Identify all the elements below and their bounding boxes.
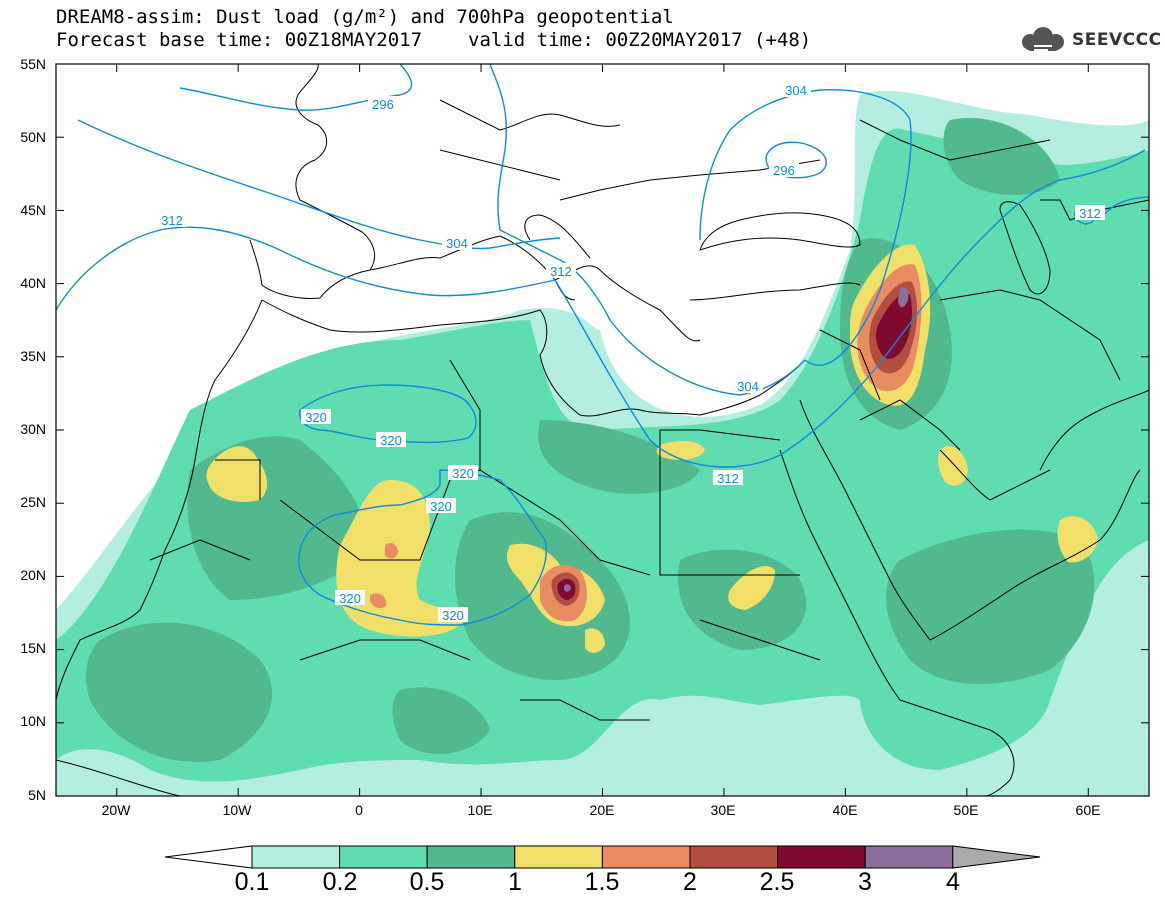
contour-label: 320 <box>452 466 474 481</box>
seevccc-logo: SEEVCCC <box>1016 26 1161 56</box>
lat-label: 35N <box>20 348 46 364</box>
colorbar <box>164 845 1041 869</box>
colorbar-swatch <box>426 845 516 869</box>
colorbar-swatch <box>601 845 691 869</box>
contour-label: 312 <box>717 471 739 486</box>
contour-label: 312 <box>161 213 183 228</box>
lat-label: 5N <box>28 787 46 803</box>
contour-label: 320 <box>305 410 327 425</box>
lon-label: 0 <box>355 802 363 818</box>
base-time: Forecast base time: 00Z18MAY2017 <box>56 29 423 51</box>
contour-label-group: 296 304 296 312 304 312 304 312 312 320 … <box>157 82 1105 623</box>
colorbar-swatch <box>777 845 866 869</box>
colorbar-tick-label: 3 <box>858 868 872 896</box>
lon-label: 60E <box>1076 802 1101 818</box>
map-title: DREAM8-assim: Dust load (g/m²) and 700hP… <box>56 6 674 28</box>
colorbar-tick-label: 4 <box>946 868 960 896</box>
forecast-times: Forecast base time: 00Z18MAY2017 valid ti… <box>56 29 811 51</box>
colorbar-swatch <box>689 845 779 869</box>
lon-label: 50E <box>954 802 979 818</box>
lon-label: 30E <box>711 802 736 818</box>
colorbar-swatch <box>251 845 341 869</box>
lat-label: 30N <box>20 421 46 437</box>
lat-label: 55N <box>20 56 46 72</box>
colorbar-over-triangle <box>952 845 1041 869</box>
contour-label: 296 <box>773 163 795 178</box>
lat-label: 20N <box>20 567 46 583</box>
lon-label: 20W <box>102 802 132 818</box>
dust-field <box>56 64 1149 796</box>
valid-time: valid time: 00Z20MAY2017 (+48) <box>468 29 812 51</box>
colorbar-tick-label: 2.5 <box>759 868 795 896</box>
logo-text: SEEVCCC <box>1072 30 1162 50</box>
colorbar-tick-label: 2 <box>683 868 697 896</box>
colorbar-tick-label: 0.2 <box>322 868 358 896</box>
colorbar-swatch <box>864 845 954 869</box>
contour-label: 312 <box>550 264 572 279</box>
colorbar-tick-label: 0.5 <box>409 868 445 896</box>
colorbar-tick-label: 1.5 <box>584 868 620 896</box>
longitude-axis: 20W 10W 0 10E 20E 30E 40E 50E 60E <box>102 802 1101 818</box>
geopotential-contours <box>56 64 1149 626</box>
lon-label: 20E <box>590 802 615 818</box>
contour-label: 320 <box>430 499 452 514</box>
lon-label: 10W <box>223 802 253 818</box>
cloud-icon <box>1022 27 1064 51</box>
contour-label: 312 <box>1079 206 1101 221</box>
latitude-axis: 55N 50N 45N 40N 35N 30N 25N 20N 15N 10N … <box>20 56 46 803</box>
contour-label: 304 <box>785 83 807 98</box>
contour-label: 296 <box>372 97 394 112</box>
lat-label: 50N <box>20 129 46 145</box>
contour-label: 320 <box>380 433 402 448</box>
colorbar-tick-label: 1 <box>508 868 522 896</box>
lat-label: 25N <box>20 494 46 510</box>
contour-label: 304 <box>446 236 468 251</box>
colorbar-swatch <box>514 845 603 869</box>
colorbar-under-triangle <box>164 845 253 869</box>
lat-label: 10N <box>20 713 46 729</box>
coastlines <box>56 64 1149 796</box>
axis-ticks <box>56 63 1149 797</box>
lat-label: 40N <box>20 275 46 291</box>
lat-label: 45N <box>20 202 46 218</box>
contour-label: 320 <box>339 591 361 606</box>
lon-label: 40E <box>833 802 858 818</box>
lon-label: 10E <box>468 802 493 818</box>
colorbar-swatch <box>339 845 428 869</box>
lat-label: 15N <box>20 640 46 656</box>
contour-label: 320 <box>442 608 464 623</box>
colorbar-tick-label: 0.1 <box>234 868 270 896</box>
contour-label: 304 <box>737 379 759 394</box>
